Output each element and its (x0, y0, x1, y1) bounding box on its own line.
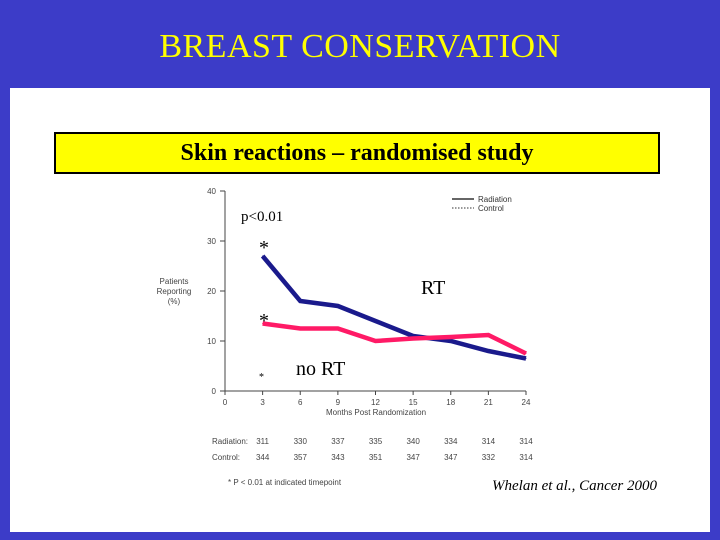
table-cell: 330 (294, 437, 308, 446)
y-axis-label: Patients Reporting (%) (157, 277, 192, 306)
table-cell: 357 (294, 453, 308, 462)
y-axis-label-line: Reporting (157, 287, 192, 296)
x-axis-label: Months Post Randomization (326, 408, 426, 417)
legend-label-radiation: Radiation (478, 195, 512, 204)
table-cell: 314 (482, 437, 496, 446)
title-bar (0, 0, 720, 88)
data-point (262, 323, 264, 324)
y-tick-label: 30 (207, 237, 216, 246)
p-value-annotation: p<0.01 (241, 209, 283, 225)
chart-series (260, 254, 527, 361)
y-axis-label-line: (%) (168, 297, 181, 306)
table-cell: 351 (369, 453, 383, 462)
data-point (525, 353, 527, 354)
slide-title: BREAST CONSERVATION (159, 28, 561, 65)
subtitle-text: Skin reactions – randomised study (180, 140, 534, 166)
y-tick-label: 20 (207, 287, 216, 296)
data-point (375, 320, 376, 322)
data-point (525, 358, 527, 359)
x-tick-label: 21 (484, 398, 493, 407)
data-point (337, 305, 339, 307)
chart-axes: 0 10 20 30 40 0 3 6 9 12 15 18 21 24 Months Post Rando… (157, 187, 531, 417)
data-point (337, 328, 339, 329)
table-cell: 340 (406, 437, 420, 446)
subtitle-box: Skin reactions – randomised study (54, 132, 664, 178)
x-tick-label: 6 (298, 398, 303, 407)
series-label-rt: RT (421, 277, 445, 299)
y-axis-label-line: Patients (160, 277, 189, 286)
footnote: * P < 0.01 at indicated timepoint (228, 478, 342, 487)
x-tick-label: 18 (446, 398, 455, 407)
series-line-radiation (260, 254, 527, 361)
y-tick-label: 0 (212, 387, 217, 396)
table-cell: 314 (519, 453, 533, 462)
table-row-label: Radiation: (212, 437, 248, 446)
table-cell: 335 (369, 437, 383, 446)
table-cell: 314 (519, 437, 533, 446)
table-cell: 311 (256, 437, 269, 446)
table-cell: 334 (444, 437, 458, 446)
chart-labels: p<0.01 * * * RT no RT Radiation: 311 330 337 335 34… (212, 209, 533, 487)
table-cell: 347 (406, 453, 420, 462)
x-tick-label: 24 (522, 398, 531, 407)
series-line-control (262, 321, 527, 356)
citation: Whelan et al., Cancer 2000 (492, 478, 657, 494)
data-point (299, 328, 301, 329)
asterisk-marker-3m-control: * (259, 310, 269, 332)
data-point (375, 340, 376, 342)
data-point (262, 255, 264, 257)
asterisk-marker-3m: * (259, 237, 269, 259)
table-cell: 347 (444, 453, 458, 462)
data-point (299, 300, 301, 302)
table-cell: 344 (256, 453, 270, 462)
x-tick-label: 15 (409, 398, 418, 407)
table-cell: 343 (331, 453, 345, 462)
table-cell: 337 (331, 437, 345, 446)
series-label-no-rt: no RT (296, 358, 345, 380)
data-point (487, 334, 489, 336)
table-row-label: Control: (212, 453, 240, 462)
small-asterisk-marker: * (259, 372, 264, 383)
y-tick-label: 40 (207, 187, 216, 196)
data-point (487, 350, 489, 352)
data-point (450, 336, 452, 338)
y-tick-label: 10 (207, 337, 216, 346)
legend-label-control: Control (478, 204, 504, 213)
x-tick-label: 0 (223, 398, 228, 407)
x-tick-label: 3 (260, 398, 265, 407)
data-point (450, 340, 452, 342)
table-cell: 332 (482, 453, 496, 462)
x-tick-label: 12 (371, 398, 380, 407)
x-tick-label: 9 (336, 398, 341, 407)
data-point (412, 338, 414, 339)
